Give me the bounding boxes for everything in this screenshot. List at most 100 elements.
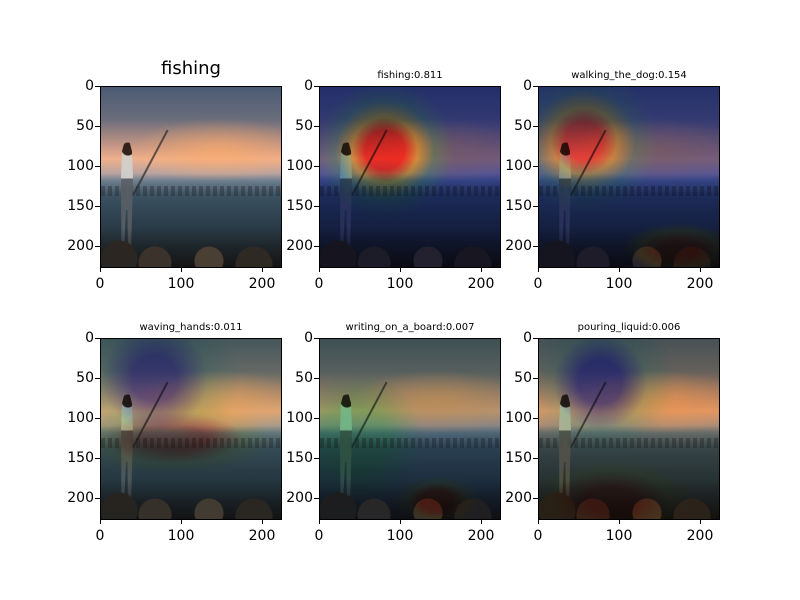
x-tick-mark (700, 519, 701, 524)
y-tick-mark (533, 338, 538, 339)
y-tick-label: 0 (304, 330, 313, 346)
y-tick-mark (95, 378, 100, 379)
panel-title: fishing (161, 58, 221, 79)
heatmap-overlay (320, 87, 500, 267)
x-tick-mark (400, 519, 401, 524)
y-tick-mark (533, 246, 538, 247)
x-tick-mark (400, 267, 401, 272)
y-tick-mark (314, 126, 319, 127)
y-tick-mark (533, 418, 538, 419)
y-tick-label: 100 (286, 410, 313, 426)
y-tick-label: 150 (286, 198, 313, 214)
x-tick-label: 200 (467, 528, 495, 544)
y-tick-label: 50 (295, 118, 313, 134)
y-tick-label: 100 (67, 158, 94, 174)
x-tick-mark (319, 519, 320, 524)
y-tick-mark (314, 458, 319, 459)
y-tick-mark (533, 378, 538, 379)
x-tick-label: 100 (605, 276, 633, 292)
city-skyline (101, 186, 281, 196)
y-tick-mark (95, 166, 100, 167)
y-tick-label: 200 (505, 238, 532, 254)
x-tick-label: 100 (167, 528, 195, 544)
x-tick-label: 0 (95, 528, 105, 544)
x-tick-mark (181, 519, 182, 524)
x-tick-mark (619, 267, 620, 272)
x-tick-mark (181, 267, 182, 272)
image-frame (100, 338, 282, 520)
panel-title: pouring_liquid:0.006 (577, 322, 681, 333)
person-fishing (121, 140, 133, 253)
y-tick-mark (95, 498, 100, 499)
y-tick-label: 100 (67, 410, 94, 426)
x-tick-label: 0 (533, 276, 543, 292)
heatmap-overlay (539, 339, 719, 519)
y-tick-mark (95, 458, 100, 459)
panel-title: waving_hands:0.011 (139, 322, 243, 333)
panel-title: walking_the_dog:0.154 (571, 70, 687, 81)
heatmap-overlay (539, 87, 719, 267)
x-tick-label: 100 (386, 528, 414, 544)
x-tick-mark (100, 519, 101, 524)
y-tick-mark (533, 458, 538, 459)
y-tick-label: 0 (523, 78, 532, 94)
y-tick-label: 150 (286, 450, 313, 466)
panel-waving-hands: waving_hands:0.011 0 50 100 150 200 0 10… (67, 322, 282, 543)
x-tick-label: 200 (467, 276, 495, 292)
y-tick-label: 50 (76, 370, 94, 386)
x-tick-mark (100, 267, 101, 272)
y-tick-mark (314, 338, 319, 339)
y-tick-label: 0 (523, 330, 532, 346)
panel-writing-on-a-board: writing_on_a_board:0.007 0 50 100 150 20… (286, 322, 501, 543)
y-tick-label: 200 (67, 490, 94, 506)
rocks (101, 227, 281, 267)
y-tick-mark (314, 246, 319, 247)
y-tick-mark (314, 166, 319, 167)
x-tick-label: 0 (533, 528, 543, 544)
y-tick-label: 200 (286, 490, 313, 506)
y-tick-mark (314, 418, 319, 419)
heatmap-overlay (320, 339, 500, 519)
y-tick-label: 200 (286, 238, 313, 254)
y-tick-label: 150 (505, 198, 532, 214)
panel-original: fishing 0 50 100 150 200 0 100 200 (67, 58, 282, 291)
panel-title: writing_on_a_board:0.007 (345, 322, 475, 333)
panel-walking-the-dog: walking_the_dog:0.154 0 50 100 150 200 0… (505, 70, 720, 291)
heatmap-overlay (101, 339, 281, 519)
y-tick-mark (533, 166, 538, 167)
y-tick-label: 150 (67, 450, 94, 466)
x-tick-label: 100 (605, 528, 633, 544)
y-tick-label: 50 (76, 118, 94, 134)
x-tick-mark (481, 267, 482, 272)
y-tick-mark (533, 86, 538, 87)
x-tick-mark (319, 267, 320, 272)
y-tick-label: 0 (85, 330, 94, 346)
x-tick-mark (700, 267, 701, 272)
image-frame (319, 338, 501, 520)
y-tick-label: 200 (505, 490, 532, 506)
y-tick-label: 100 (286, 158, 313, 174)
image-frame (319, 86, 501, 268)
x-tick-label: 200 (686, 528, 714, 544)
panel-title: fishing:0.811 (377, 70, 443, 81)
x-tick-label: 100 (386, 276, 414, 292)
y-tick-label: 100 (505, 410, 532, 426)
y-tick-mark (314, 378, 319, 379)
image-frame (100, 86, 282, 268)
x-tick-label: 100 (167, 276, 195, 292)
image-frame (538, 86, 720, 268)
y-tick-mark (95, 206, 100, 207)
y-tick-label: 50 (514, 118, 532, 134)
x-tick-label: 0 (95, 276, 105, 292)
y-tick-mark (95, 86, 100, 87)
y-tick-label: 150 (67, 198, 94, 214)
y-tick-label: 0 (85, 78, 94, 94)
y-tick-mark (95, 126, 100, 127)
y-tick-label: 0 (304, 78, 313, 94)
image-frame (538, 338, 720, 520)
y-tick-mark (95, 246, 100, 247)
y-tick-label: 200 (67, 238, 94, 254)
y-tick-mark (314, 498, 319, 499)
x-tick-label: 0 (314, 276, 324, 292)
y-tick-mark (314, 206, 319, 207)
